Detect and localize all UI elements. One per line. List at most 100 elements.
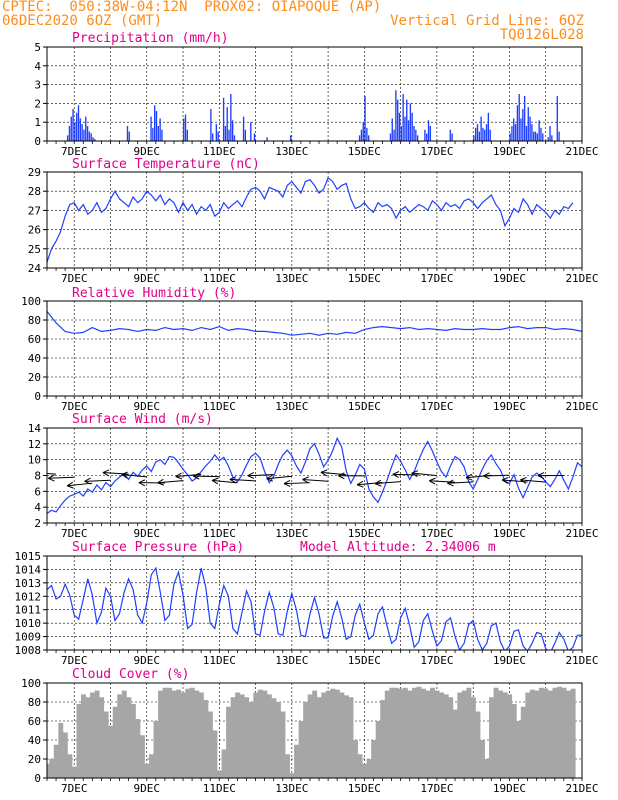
- cloud-bar: [516, 721, 522, 778]
- x-tick-label: 9DEC: [133, 782, 160, 795]
- cloud-bar: [117, 694, 123, 778]
- x-tick-label: 17DEC: [420, 145, 453, 158]
- y-tick-label: 29: [28, 166, 41, 179]
- precip-bar: [487, 112, 490, 141]
- x-tick-label: 15DEC: [348, 654, 381, 667]
- cloud-bar: [557, 686, 562, 778]
- panel-title: Surface Pressure (hPa): [72, 540, 244, 555]
- cloud-bar: [153, 721, 159, 778]
- y-tick-label: 10: [28, 454, 41, 467]
- wind-arrow-head: [429, 480, 436, 485]
- precip-bar: [228, 129, 230, 141]
- cloud-bar: [343, 695, 349, 778]
- panel-annotation: Model Altitude: 2.34006 m: [300, 540, 496, 555]
- y-tick-label: 12: [28, 438, 41, 451]
- x-tick-label: 15DEC: [348, 272, 381, 285]
- precip-bar: [128, 131, 130, 141]
- precip-bar: [186, 129, 189, 141]
- cloud-bar: [362, 763, 368, 778]
- y-tick-label: 60: [28, 333, 41, 346]
- cloud-bar: [139, 735, 145, 778]
- wind-arrow-head: [356, 480, 364, 486]
- cloud-bar: [484, 759, 490, 778]
- series-group: [47, 566, 582, 650]
- y-tick-label: 1011: [15, 604, 42, 617]
- precip-bar: [404, 116, 406, 141]
- x-tick-label: 19DEC: [493, 145, 526, 158]
- precip-bar: [409, 103, 412, 141]
- cloud-bar: [203, 700, 209, 778]
- x-tick-label: 19DEC: [493, 782, 526, 795]
- wind-arrow-head: [138, 482, 146, 487]
- y-tick-label: 40: [28, 352, 41, 365]
- precip-bar: [547, 137, 549, 141]
- series-group: [66, 90, 560, 141]
- wind-arrow-head: [229, 476, 237, 480]
- wind-arrow-head: [266, 478, 274, 482]
- y-tick-label: 3: [34, 79, 41, 92]
- precip-bar: [77, 105, 80, 141]
- x-tick-label: 15DEC: [348, 527, 381, 540]
- precip-bar: [407, 120, 410, 141]
- wind-arrow-head: [429, 477, 436, 482]
- cloud-bar: [99, 697, 105, 778]
- precip-bar: [79, 118, 82, 141]
- cloud-bar: [439, 692, 445, 778]
- y-tick-label: 2: [34, 517, 41, 530]
- precip-bar: [68, 125, 71, 141]
- panel-frame: [46, 171, 583, 269]
- wind-arrow: [67, 482, 93, 487]
- cloud-bar: [393, 687, 399, 778]
- x-tick-label: 17DEC: [420, 400, 453, 413]
- cloud-bar: [90, 692, 96, 778]
- wind-arrow-head: [392, 473, 399, 478]
- y-tick-label: 20: [28, 371, 41, 384]
- precip-bar: [157, 125, 159, 141]
- precip-bar: [398, 112, 401, 141]
- cloud-bar: [280, 711, 286, 778]
- precip-bar: [88, 131, 91, 141]
- y-tick-label: 100: [21, 295, 41, 308]
- y-tick-label: 1008: [15, 644, 42, 657]
- precip-bar: [83, 129, 85, 141]
- precip-bar: [72, 109, 74, 141]
- x-tick-label: 11DEC: [203, 272, 236, 285]
- panel-title: Cloud Cover (%): [72, 667, 189, 682]
- x-tick-label: 19DEC: [493, 272, 526, 285]
- cloud-bar: [207, 711, 213, 778]
- cloud-bar: [71, 766, 77, 778]
- precip-bar: [233, 135, 236, 141]
- wind-arrow-head: [411, 472, 418, 478]
- y-tick-label: 27: [28, 204, 41, 217]
- y-tick-label: 4: [34, 60, 41, 73]
- precip-bar: [558, 131, 560, 141]
- precip-bar: [266, 137, 268, 141]
- precip-bar: [250, 122, 252, 141]
- precip-bar: [478, 131, 480, 141]
- precip-bar: [183, 118, 185, 141]
- series-line: [47, 436, 582, 514]
- cloud-bar: [167, 687, 173, 778]
- cloud-bar: [135, 719, 141, 778]
- wind-arrow: [284, 482, 310, 485]
- y-tick-label: 25: [28, 243, 41, 256]
- precip-bar: [424, 129, 426, 141]
- precip-bar: [485, 124, 488, 141]
- precip-bar: [522, 109, 524, 141]
- precip-bar: [489, 129, 491, 141]
- wind-arrow-head: [283, 483, 291, 487]
- wind-arrow: [375, 481, 401, 485]
- x-tick-label: 21DEC: [565, 400, 598, 413]
- precip-bar: [395, 90, 397, 141]
- y-tick-label: 60: [28, 715, 41, 728]
- precip-bar: [362, 122, 364, 141]
- precip-bar: [66, 135, 69, 141]
- x-tick-label: 17DEC: [420, 272, 453, 285]
- x-tick-label: 11DEC: [203, 400, 236, 413]
- panel-4: Surface Pressure (hPa) Model Altitude: 2.…: [15, 540, 599, 667]
- y-tick-label: 1012: [15, 590, 42, 603]
- cloud-bar: [339, 692, 345, 778]
- x-tick-label: 7DEC: [61, 527, 88, 540]
- x-tick-label: 19DEC: [493, 527, 526, 540]
